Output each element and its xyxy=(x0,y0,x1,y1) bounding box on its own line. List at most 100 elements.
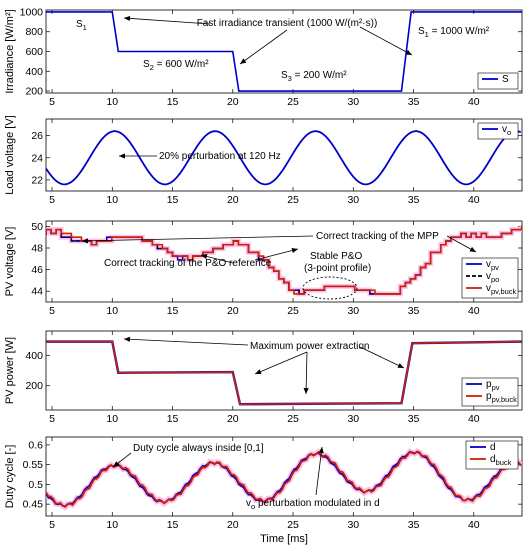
x-tick-label: 25 xyxy=(287,413,299,425)
legend-label: vo xyxy=(502,124,511,137)
series-line-vpvbuck xyxy=(46,225,522,295)
x-tick-label: 25 xyxy=(287,519,299,531)
x-tick-label: 10 xyxy=(106,194,118,206)
y-axis-label: PV voltage [V] xyxy=(4,227,16,297)
x-tick-label: 20 xyxy=(227,96,239,108)
plot-area xyxy=(45,118,523,192)
x-tick-label: 40 xyxy=(468,413,480,425)
annotation-s1-right: S1 = 1000 W/m² xyxy=(418,26,490,39)
legend-label: ppv xyxy=(486,379,500,392)
x-tick-label: 15 xyxy=(167,519,179,531)
series-group xyxy=(46,130,522,186)
legend-box xyxy=(477,122,519,140)
chart-panel-5: 5 10 15 20 25 30 35 40 0.45 0.5 0.55 0.6 Duty cycle … xyxy=(4,436,523,545)
annotation-arrow xyxy=(305,351,308,395)
y-tick-label: 0.6 xyxy=(28,439,43,451)
x-tick-label: 30 xyxy=(347,413,359,425)
arrow-head xyxy=(255,369,262,375)
legend-label: dbuck xyxy=(490,454,512,467)
x-axis-label: Time [ms] xyxy=(260,533,308,545)
x-tick-label: 20 xyxy=(227,305,239,317)
annotations: Maximum power extraction xyxy=(123,336,405,395)
annotation-arrow xyxy=(359,26,413,56)
x-tick-label: 15 xyxy=(167,194,179,206)
stable-ellipse xyxy=(302,276,358,300)
legend-box xyxy=(461,377,519,407)
x-tick-label: 40 xyxy=(468,194,480,206)
y-tick-label: 44 xyxy=(31,286,43,298)
legend-box xyxy=(477,72,519,90)
annotation-arrow xyxy=(315,446,323,496)
annotations: 20% perturbation at 120 Hz xyxy=(119,151,281,162)
y-tick-label: 200 xyxy=(25,380,43,392)
legend: vo xyxy=(477,122,519,140)
legend-box xyxy=(465,440,519,470)
arrow-head xyxy=(397,363,404,368)
x-tick-label: 10 xyxy=(106,519,118,531)
x-tick-label: 15 xyxy=(167,305,179,317)
series-line-ppv,buck xyxy=(46,340,522,406)
chart-panel-3: 5 10 15 20 25 30 35 40 44 46 48 50 PV voltage [V] vpv… xyxy=(4,220,523,317)
x-tick-label: 5 xyxy=(49,305,55,317)
y-tick-label: 24 xyxy=(31,152,43,164)
x-tick-label: 30 xyxy=(347,96,359,108)
annotation-s1: S1 xyxy=(76,19,87,32)
y-tick-label: 800 xyxy=(25,26,43,38)
annotation-arrow xyxy=(123,338,249,346)
y-axis-label: Irradiance [W/m²] xyxy=(4,9,16,93)
chart-panel-1: 5 10 15 20 25 30 35 40 200 400 600 800 1000 Irradianc… xyxy=(4,6,523,108)
series-line-vo xyxy=(46,130,522,186)
legend-label: vpv,buck xyxy=(486,283,517,296)
x-tick-label: 10 xyxy=(106,305,118,317)
arrow-head xyxy=(201,253,208,259)
arrow-head xyxy=(124,15,131,22)
arrow-head xyxy=(240,58,247,64)
x-tick-label: 35 xyxy=(408,519,420,531)
chart-panel-2: 5 10 15 20 25 30 35 40 22 24 26 Load voltage [V] vo 2… xyxy=(4,115,523,206)
x-tick-label: 35 xyxy=(408,194,420,206)
x-tick-label: 35 xyxy=(408,96,420,108)
y-tick-label: 1000 xyxy=(20,6,44,18)
y-axis-label: PV power [W] xyxy=(4,337,16,404)
annotation-stable-1: Stable P&O xyxy=(310,251,362,262)
legend-label: S xyxy=(502,74,509,85)
annotation-mod: vo perturbation modulated in d xyxy=(246,498,380,511)
annotations: Fast irradiance transient (1000 W/(m²·s)… xyxy=(76,15,490,83)
y-tick-label: 600 xyxy=(25,46,43,58)
annotation-s3: S3 = 200 W/m² xyxy=(281,70,347,83)
annotation-arrow xyxy=(254,248,299,261)
y-tick-label: 0.5 xyxy=(28,479,43,491)
series-group xyxy=(46,340,522,406)
x-tick-label: 30 xyxy=(347,194,359,206)
legend: S xyxy=(477,72,519,90)
x-tick-label: 10 xyxy=(106,413,118,425)
x-tick-label: 5 xyxy=(49,413,55,425)
y-tick-label: 50 xyxy=(31,221,43,233)
arrow-head xyxy=(318,447,324,454)
annotations: Correct tracking of the MPP Correct track… xyxy=(81,231,477,300)
x-tick-label: 5 xyxy=(49,519,55,531)
annotation-arrow xyxy=(359,346,405,369)
arrow-head xyxy=(291,247,298,254)
series-group xyxy=(46,225,522,297)
x-tick-label: 30 xyxy=(347,305,359,317)
annotation-stable-2: (3-point profile) xyxy=(304,263,371,274)
legend-label: vpo xyxy=(486,271,499,284)
annotation-arrow xyxy=(239,29,288,65)
plot-area xyxy=(45,330,523,411)
x-tick-label: 5 xyxy=(49,96,55,108)
legend-label: d xyxy=(490,442,496,453)
arrow-head xyxy=(124,336,131,342)
x-tick-label: 15 xyxy=(167,413,179,425)
annotation-arrow xyxy=(254,351,308,375)
arrow-head xyxy=(119,153,125,159)
annotation-arrow xyxy=(81,235,314,242)
y-axis-label: Duty cycle [-] xyxy=(4,445,16,509)
plot-area xyxy=(45,220,523,303)
y-tick-label: 46 xyxy=(31,264,43,276)
annotation-transient: Fast irradiance transient (1000 W/(m²·s)… xyxy=(197,18,378,29)
y-tick-label: 400 xyxy=(25,66,43,78)
series-group xyxy=(46,11,522,92)
